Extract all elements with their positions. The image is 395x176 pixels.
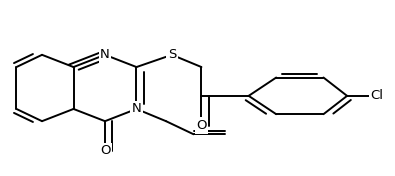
Text: S: S [168,48,176,61]
Text: Cl: Cl [370,89,383,102]
Text: N: N [132,102,141,115]
Text: O: O [100,144,110,157]
Text: O: O [196,119,207,132]
Text: N: N [100,48,110,61]
